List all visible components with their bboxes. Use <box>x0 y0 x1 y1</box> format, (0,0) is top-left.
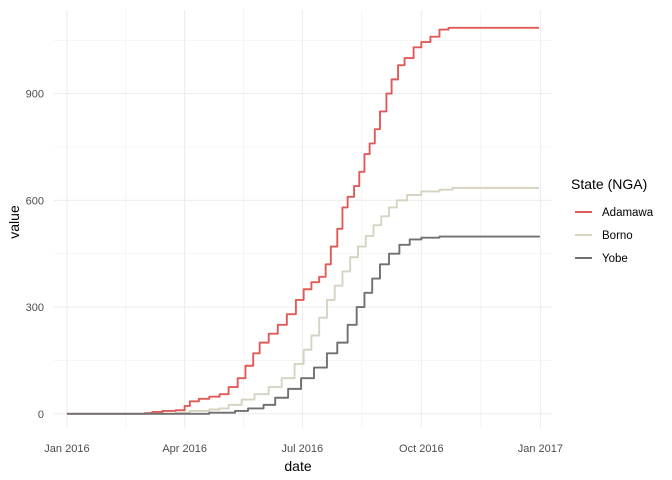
legend: State (NGA) Adamawa Borno Yobe <box>571 176 654 265</box>
series-line-adamawa <box>66 26 540 415</box>
y-tick-label: 300 <box>26 302 44 314</box>
y-tick-labels: 0 300 600 900 <box>26 89 44 421</box>
legend-label-yobe: Yobe <box>602 253 628 265</box>
y-tick-label: 900 <box>26 89 44 101</box>
x-tick-label: Apr 2016 <box>162 443 207 455</box>
y-tick-label: 600 <box>26 195 44 207</box>
x-tick-label: Jul 2016 <box>282 443 324 455</box>
series-line-borno <box>66 186 540 415</box>
x-tick-labels: Jan 2016 Apr 2016 Jul 2016 Oct 2016 Jan 2017 <box>44 443 563 455</box>
legend-label-borno: Borno <box>602 230 633 242</box>
x-axis-title: date <box>284 458 311 474</box>
legend-title: State (NGA) <box>571 176 647 192</box>
series-lines <box>66 26 541 415</box>
x-tick-label: Oct 2016 <box>399 443 444 455</box>
x-tick-label: Jan 2017 <box>518 443 563 455</box>
x-tick-label: Jan 2016 <box>44 443 89 455</box>
legend-label-adamawa: Adamawa <box>602 207 654 219</box>
series-line-yobe <box>66 235 541 415</box>
y-tick-label: 0 <box>38 409 44 421</box>
y-axis-title: value <box>6 205 22 239</box>
